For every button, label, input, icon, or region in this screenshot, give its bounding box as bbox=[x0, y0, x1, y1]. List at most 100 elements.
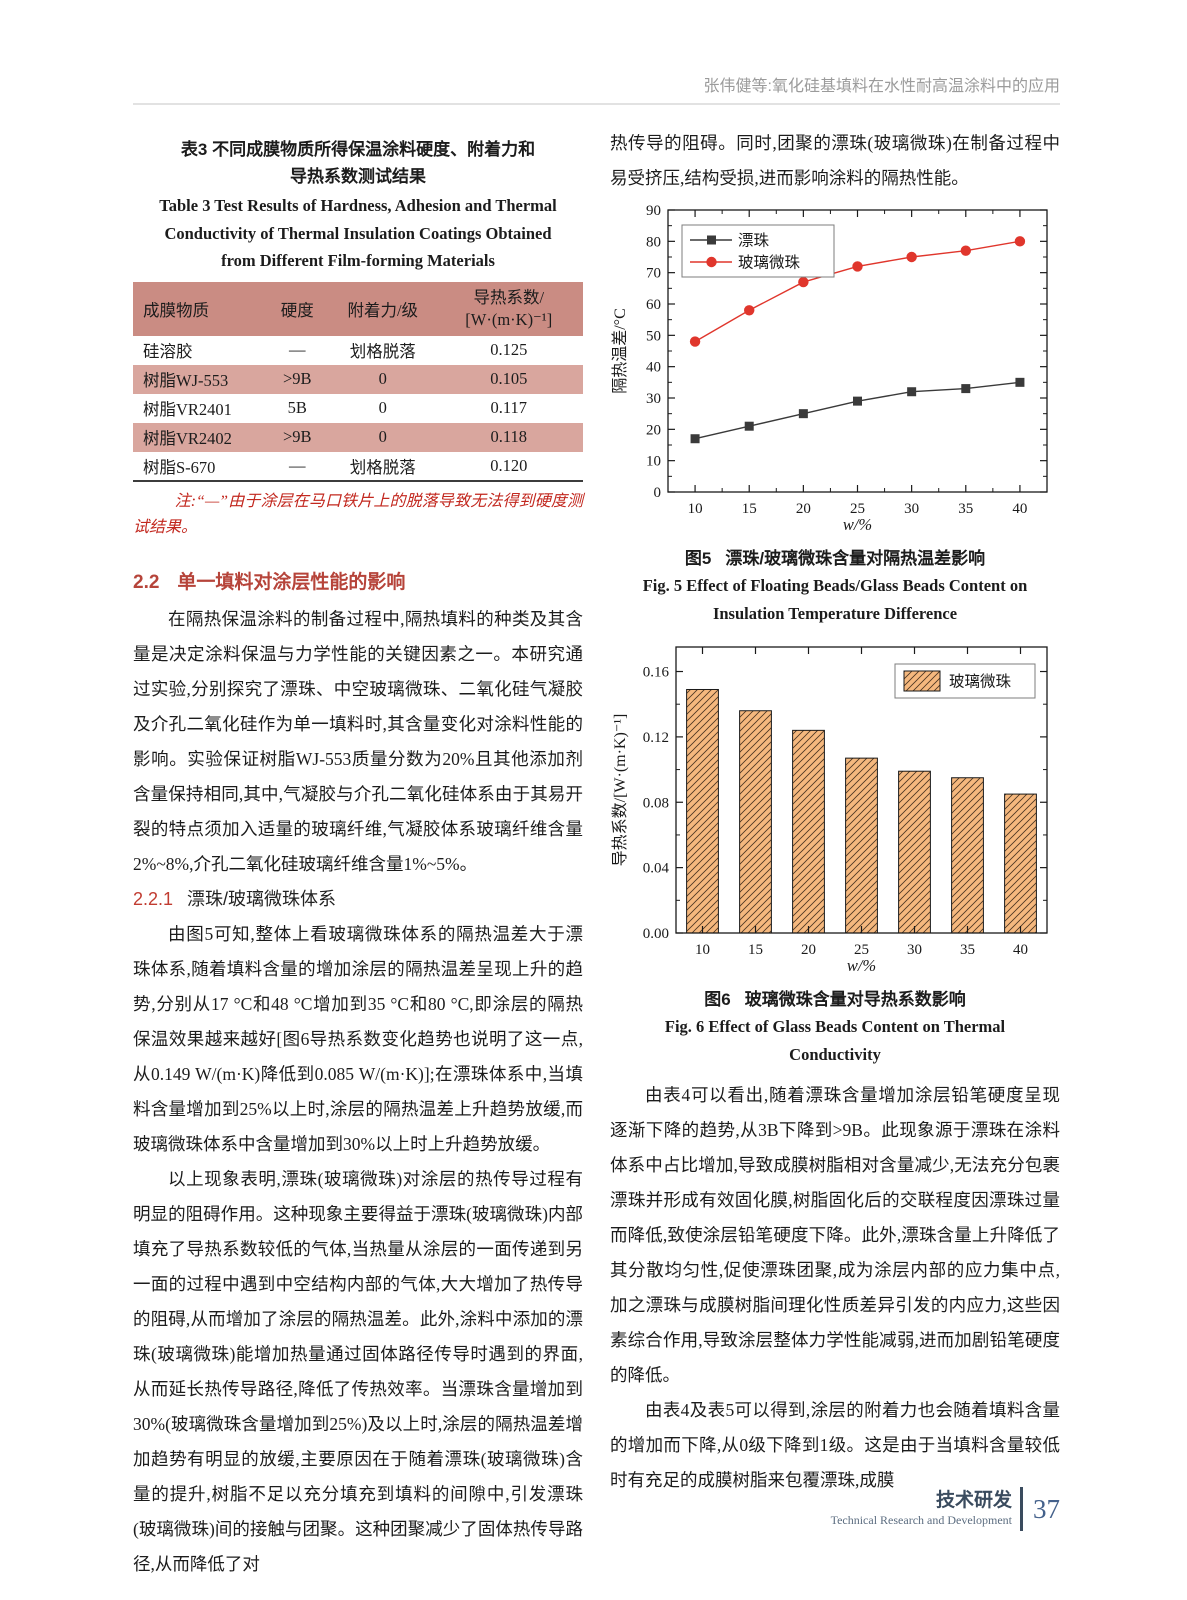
x-axis-title: w/% bbox=[847, 956, 876, 975]
svg-text:30: 30 bbox=[646, 391, 661, 407]
paragraph: 由图5可知,整体上看玻璃微珠体系的隔热温差大于漂珠体系,随着填料含量的增加涂层的… bbox=[133, 923, 583, 1154]
table-cell: >9B bbox=[282, 369, 312, 388]
table-row: 树脂VR2402 >9B 0 0.118 bbox=[133, 422, 583, 452]
table-cell: 0.125 bbox=[490, 340, 528, 359]
table-cell: 硅溶胶 bbox=[143, 342, 193, 361]
svg-text:15: 15 bbox=[742, 501, 757, 517]
svg-text:25: 25 bbox=[850, 501, 865, 517]
svg-text:30: 30 bbox=[904, 501, 919, 517]
paragraph: 由表4可以看出,随着漂珠含量增加涂层铅笔硬度呈现逐渐下降的趋势,从3B下降到>9… bbox=[610, 1085, 1060, 1385]
svg-text:10: 10 bbox=[688, 501, 703, 517]
svg-text:0.00: 0.00 bbox=[643, 926, 669, 942]
running-header: 张伟健等:氧化硅基填料在水性耐高温涂料中的应用 bbox=[703, 78, 1060, 95]
svg-text:80: 80 bbox=[646, 234, 661, 250]
section-heading-2-2: 2.2 单一填料对涂层性能的影响 bbox=[133, 567, 583, 594]
svg-text:10: 10 bbox=[646, 454, 661, 470]
table3-note: 注:“—”由于涂层在马口铁片上的脱落导致无法得到硬度测试结果。 bbox=[133, 492, 583, 536]
table-row: 硅溶胶 — 划格脱落 0.125 bbox=[133, 336, 583, 365]
table-cell: 0.105 bbox=[490, 369, 528, 388]
table3-caption-zh-line2: 导热系数测试结果 bbox=[290, 167, 426, 186]
table-cell: — bbox=[263, 451, 331, 482]
svg-text:0.04: 0.04 bbox=[643, 861, 670, 877]
paragraph: 热传导的阻碍。同时,团聚的漂珠(玻璃微珠)在制备过程中易受挤压,结构受损,进而影… bbox=[610, 133, 1060, 188]
table-cell: 0 bbox=[378, 398, 387, 417]
table-row: 树脂S-670 — 划格脱落 0.120 bbox=[133, 451, 583, 482]
right-column: 热传导的阻碍。同时,团聚的漂珠(玻璃微珠)在制备过程中易受挤压,结构受损,进而影… bbox=[610, 126, 1060, 1582]
svg-text:30: 30 bbox=[907, 942, 922, 958]
series-玻璃微珠 bbox=[689, 236, 1026, 347]
svg-text:20: 20 bbox=[646, 422, 661, 438]
svg-text:60: 60 bbox=[646, 297, 661, 313]
table-row: 树脂WJ-553 >9B 0 0.105 bbox=[133, 364, 583, 394]
legend: 玻璃微珠 bbox=[894, 663, 1036, 699]
figure5-caption-en: Fig. 5 Effect of Floating Beads/Glass Be… bbox=[610, 572, 1060, 627]
page-number: 37 bbox=[1033, 1493, 1060, 1524]
figure5-label: 图5 bbox=[684, 549, 712, 568]
table-cell: 树脂VR2401 bbox=[143, 400, 232, 419]
table3-header-conductivity-line2: [W·(m·K)⁻¹] bbox=[465, 309, 553, 329]
svg-text:10: 10 bbox=[695, 942, 710, 958]
table-cell: >9B bbox=[282, 427, 312, 446]
table3-caption-zh-line1: 表3 不同成膜物质所得保温涂料硬度、附着力和 bbox=[180, 140, 536, 159]
svg-text:漂珠: 漂珠 bbox=[738, 232, 770, 250]
table3-header-conductivity-line1: 导热系数/ bbox=[473, 287, 545, 307]
subsection-title: 漂珠/玻璃微珠体系 bbox=[187, 888, 337, 909]
table-cell: 0.118 bbox=[490, 427, 527, 446]
subsection-heading-2-2-1: 2.2.1 漂珠/玻璃微珠体系 bbox=[133, 882, 583, 917]
table-cell: 0 bbox=[378, 427, 387, 446]
table-cell: 树脂VR2402 bbox=[143, 429, 232, 448]
table-cell: 5B bbox=[287, 398, 307, 417]
table3-caption-en-line1: Table 3 Test Results of Hardness, Adhesi… bbox=[159, 196, 557, 215]
svg-text:35: 35 bbox=[960, 942, 975, 958]
table-row: 树脂VR2401 5B 0 0.117 bbox=[133, 394, 583, 423]
table-cell: 树脂S-670 bbox=[133, 451, 264, 482]
table-cell: 0 bbox=[378, 369, 387, 388]
subsection-number: 2.2.1 bbox=[133, 888, 174, 909]
left-column: 表3 不同成膜物质所得保温涂料硬度、附着力和 导热系数测试结果 Table 3 … bbox=[133, 126, 583, 1582]
figure5-block: 10 15 20 25 30 35 40 0 10 20 30 40 50 60 70 80 90 w/% 隔热温差… bbox=[610, 200, 1060, 543]
table3-header-hardness: 硬度 bbox=[280, 300, 314, 320]
two-column-layout: 表3 不同成膜物质所得保温涂料硬度、附着力和 导热系数测试结果 Table 3 … bbox=[133, 126, 1060, 1582]
svg-text:20: 20 bbox=[796, 501, 811, 517]
footer-section-en: Technical Research and Development bbox=[830, 1513, 1012, 1527]
table-cell: 树脂WJ-553 bbox=[143, 371, 229, 390]
table-cell: 0.120 bbox=[434, 451, 583, 482]
axes: 10 15 20 25 30 35 40 0.00 0.04 0.08 0.12 0.16 bbox=[643, 647, 1047, 958]
svg-text:35: 35 bbox=[958, 501, 973, 517]
table3-header-material: 成膜物质 bbox=[143, 300, 209, 320]
svg-text:20: 20 bbox=[801, 942, 816, 958]
table-cell: 0.117 bbox=[490, 398, 527, 417]
bar-series bbox=[686, 688, 1037, 934]
svg-text:玻璃微珠: 玻璃微珠 bbox=[738, 254, 801, 272]
y-axis-title: 导热系数/[W·(m·K)⁻¹] bbox=[611, 714, 629, 867]
page-footer: 技术研发 Technical Research and Development … bbox=[831, 1487, 1060, 1531]
table-cell: 划格脱落 bbox=[331, 451, 435, 482]
figure6-block: 10 15 20 25 30 35 40 0.00 0.04 0.08 0.12 0.16 w/% 导热系… bbox=[610, 637, 1060, 984]
figure6-caption-zh: 图6 玻璃微珠含量对导热系数影响 bbox=[610, 986, 1060, 1013]
table3-caption-en-line3: from Different Film-forming Materials bbox=[221, 251, 495, 270]
svg-text:70: 70 bbox=[646, 266, 661, 282]
figure6-title: 玻璃微珠含量对导热系数影响 bbox=[744, 990, 966, 1009]
table3-caption-zh: 表3 不同成膜物质所得保温涂料硬度、附着力和 导热系数测试结果 bbox=[133, 136, 583, 190]
figure6-label: 图6 bbox=[704, 990, 731, 1009]
footer-divider bbox=[1020, 1487, 1023, 1531]
y-axis-title: 隔热温差/°C bbox=[611, 308, 629, 394]
figure5-caption-zh: 图5 漂珠/玻璃微珠含量对隔热温差影响 bbox=[610, 545, 1060, 572]
figure6-caption-en: Fig. 6 Effect of Glass Beads Content on … bbox=[610, 1013, 1060, 1068]
section-number: 2.2 bbox=[133, 571, 160, 593]
svg-text:40: 40 bbox=[1013, 942, 1028, 958]
figure5-caption-en-line2: Insulation Temperature Difference bbox=[712, 603, 958, 623]
figure6-caption-en-line1: Fig. 6 Effect of Glass Beads Content on … bbox=[664, 1017, 1006, 1036]
paragraph: 由表4及表5可以得到,涂层的附着力也会随着填料含量的增加而下降,从0级下降到1级… bbox=[610, 1400, 1060, 1490]
svg-text:0.08: 0.08 bbox=[643, 795, 669, 811]
svg-text:玻璃微珠: 玻璃微珠 bbox=[949, 673, 1012, 691]
header-rule bbox=[133, 103, 1060, 105]
svg-text:0.12: 0.12 bbox=[643, 730, 669, 746]
svg-text:25: 25 bbox=[854, 942, 869, 958]
figure5-title: 漂珠/玻璃微珠含量对隔热温差影响 bbox=[725, 549, 986, 568]
table3-header-conductivity: 导热系数/ [W·(m·K)⁻¹] bbox=[435, 282, 584, 336]
series-漂珠 bbox=[690, 377, 1025, 444]
svg-text:15: 15 bbox=[748, 942, 763, 958]
figure6-bar-chart: 10 15 20 25 30 35 40 0.00 0.04 0.08 0.12 0.16 w/% 导热系… bbox=[611, 646, 1048, 975]
